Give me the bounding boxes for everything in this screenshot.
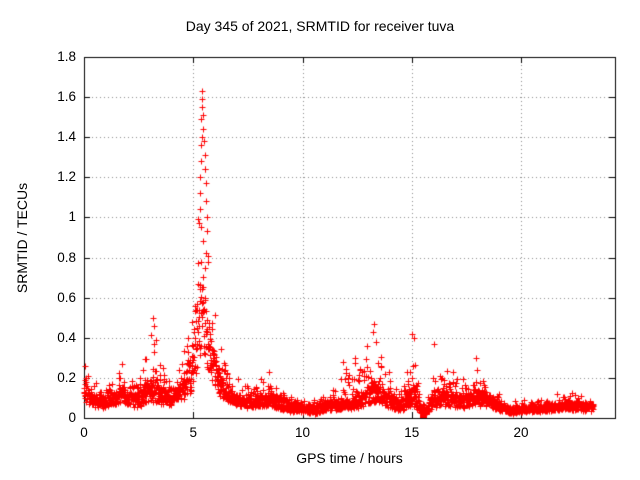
y-axis-title: SRMTID / TECUs	[14, 182, 30, 294]
chart-title: Day 345 of 2021, SRMTID for receiver tuv…	[185, 18, 455, 34]
y-tick-label: 0	[68, 410, 76, 425]
x-tick-label: 20	[513, 425, 529, 440]
x-tick-label: 5	[189, 425, 197, 440]
y-tick-label: 1.6	[57, 89, 76, 105]
y-tick-label: 1	[68, 209, 76, 225]
y-tick-label: 0.4	[57, 329, 76, 345]
x-axis-title: GPS time / hours	[296, 450, 403, 466]
y-tick-label: 1.4	[57, 129, 76, 145]
y-tick-label: 0.2	[57, 369, 76, 385]
y-tick-label: 1.2	[57, 169, 76, 185]
x-tick-label: 15	[404, 425, 420, 440]
x-tick-label: 10	[295, 425, 311, 440]
y-tick-label: 0.8	[57, 249, 76, 265]
y-tick-label: 0.6	[57, 289, 76, 305]
y-tick-label: 1.8	[57, 49, 76, 64]
x-tick-label: 0	[80, 425, 88, 440]
